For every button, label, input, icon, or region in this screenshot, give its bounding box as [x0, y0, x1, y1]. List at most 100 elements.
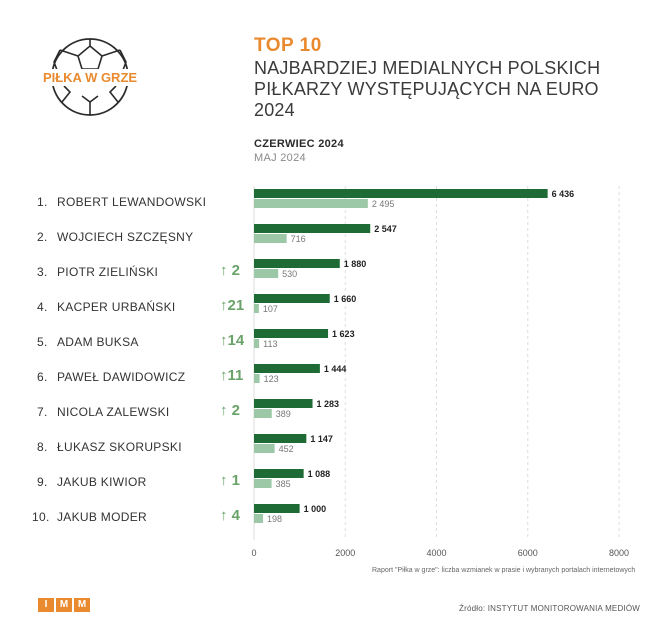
bar-current: [254, 224, 371, 233]
bar-previous: [254, 339, 260, 348]
bar-current: [254, 399, 313, 408]
arrow-up-icon: ↑: [220, 332, 228, 349]
x-tick-label: 6000: [518, 548, 538, 558]
player-name: KACPER URBAŃSKI: [57, 300, 176, 314]
rank-change: ↑ 4: [220, 507, 240, 524]
player-rank: 4.: [37, 300, 48, 314]
player-rank: 1.: [37, 195, 48, 209]
player-name: ADAM BUKSA: [57, 335, 139, 349]
data-label-previous: 198: [267, 514, 282, 524]
bar-previous: [254, 269, 279, 278]
bar-current: [254, 189, 548, 198]
data-label-current: 1 283: [317, 399, 340, 409]
rank-change-value: 11: [227, 367, 244, 384]
data-label-previous: 452: [279, 444, 294, 454]
bar-previous: [254, 199, 368, 208]
x-tick-label: 8000: [609, 548, 629, 558]
arrow-up-icon: ↑: [220, 507, 228, 524]
bar-previous: [254, 444, 275, 453]
arrow-up-icon: ↑: [220, 472, 228, 489]
data-label-current: 1 444: [324, 364, 347, 374]
data-label-current: 2 547: [374, 224, 397, 234]
bar-previous: [254, 479, 272, 488]
bar-current: [254, 434, 307, 443]
imm-logo-letter: M: [56, 598, 72, 612]
rank-change-value: 4: [231, 507, 241, 524]
rank-change: ↑ 2: [220, 262, 240, 279]
player-rank: 7.: [37, 405, 48, 419]
arrow-up-icon: ↑: [220, 297, 228, 314]
player-name: NICOLA ZALEWSKI: [57, 405, 170, 419]
rank-change: ↑ 2: [220, 402, 240, 419]
arrow-up-icon: ↑: [220, 367, 228, 384]
rank-change: ↑14: [220, 332, 244, 349]
title-block: TOP 10 NAJBARDZIEJ MEDIALNYCH POLSKICH P…: [254, 36, 644, 121]
bar-current: [254, 329, 329, 338]
x-tick-label: 4000: [426, 548, 446, 558]
football-logo-icon: PIŁKA W GRZE: [30, 38, 150, 116]
imm-logo-letter: M: [74, 598, 90, 612]
data-label-current: 1 147: [310, 434, 333, 444]
bar-previous: [254, 304, 259, 313]
bar-current: [254, 259, 340, 268]
data-label-current: 6 436: [552, 189, 575, 199]
data-label-current: 1 000: [304, 504, 327, 514]
player-name: JAKUB MODER: [57, 510, 147, 524]
logo-text: PIŁKA W GRZE: [43, 70, 137, 85]
rank-change: ↑11: [220, 367, 243, 384]
data-label-previous: 107: [263, 304, 278, 314]
imm-logo-letter: I: [38, 598, 54, 612]
data-label-previous: 530: [282, 269, 297, 279]
rank-change-value: 2: [231, 262, 241, 279]
player-name: WOJCIECH SZCZĘSNY: [57, 230, 194, 244]
rank-change: ↑21: [220, 297, 244, 314]
data-label-current: 1 623: [332, 329, 355, 339]
arrow-up-icon: ↑: [220, 262, 228, 279]
x-tick-label: 2000: [335, 548, 355, 558]
imm-logo: I M M: [38, 598, 90, 612]
rank-change-value: 1: [231, 472, 241, 489]
bar-previous: [254, 409, 272, 418]
x-tick-label: 0: [251, 548, 256, 558]
data-label-previous: 716: [291, 234, 306, 244]
data-label-previous: 2 495: [372, 199, 395, 209]
player-rank: 8.: [37, 440, 48, 454]
data-label-previous: 123: [264, 374, 279, 384]
bar-current: [254, 294, 330, 303]
data-label-previous: 113: [263, 339, 277, 349]
player-rank: 9.: [37, 475, 48, 489]
legend-previous: MAJ 2024: [254, 152, 306, 164]
player-rank: 6.: [37, 370, 48, 384]
bar-previous: [254, 234, 287, 243]
legend-current: CZERWIEC 2024: [254, 138, 344, 150]
source-text: Źródło: INSTYTUT MONITOROWANIA MEDIÓW: [459, 604, 641, 613]
data-label-previous: 385: [276, 479, 291, 489]
arrow-up-icon: ↑: [220, 402, 228, 419]
player-name: PAWEŁ DAWIDOWICZ: [57, 370, 186, 384]
player-name: ROBERT LEWANDOWSKI: [57, 195, 207, 209]
rank-change-value: 14: [227, 332, 245, 349]
player-rank: 5.: [37, 335, 48, 349]
bar-current: [254, 469, 304, 478]
data-label-current: 1 088: [308, 469, 331, 479]
player-rank: 3.: [37, 265, 48, 279]
bar-previous: [254, 514, 264, 523]
page-subtitle: NAJBARDZIEJ MEDIALNYCH POLSKICH PIŁKARZY…: [254, 58, 601, 120]
data-label-previous: 389: [276, 409, 291, 419]
page-title: TOP 10: [254, 35, 322, 56]
data-label-current: 1 880: [344, 259, 367, 269]
bar-previous: [254, 374, 260, 383]
rank-change-value: 2: [231, 402, 241, 419]
rank-change-value: 21: [227, 297, 245, 314]
player-name: JAKUB KIWIOR: [57, 475, 147, 489]
player-rank: 2.: [37, 230, 48, 244]
chart-note: Raport "Piłka w grze": liczba wzmianek w…: [372, 567, 636, 574]
logo: PIŁKA W GRZE: [30, 36, 150, 118]
rank-change: ↑ 1: [220, 472, 240, 489]
player-rank: 10.: [32, 510, 50, 524]
player-name: ŁUKASZ SKORUPSKI: [57, 440, 182, 454]
data-label-current: 1 660: [334, 294, 357, 304]
bar-current: [254, 504, 300, 513]
player-name: PIOTR ZIELIŃSKI: [57, 265, 159, 279]
